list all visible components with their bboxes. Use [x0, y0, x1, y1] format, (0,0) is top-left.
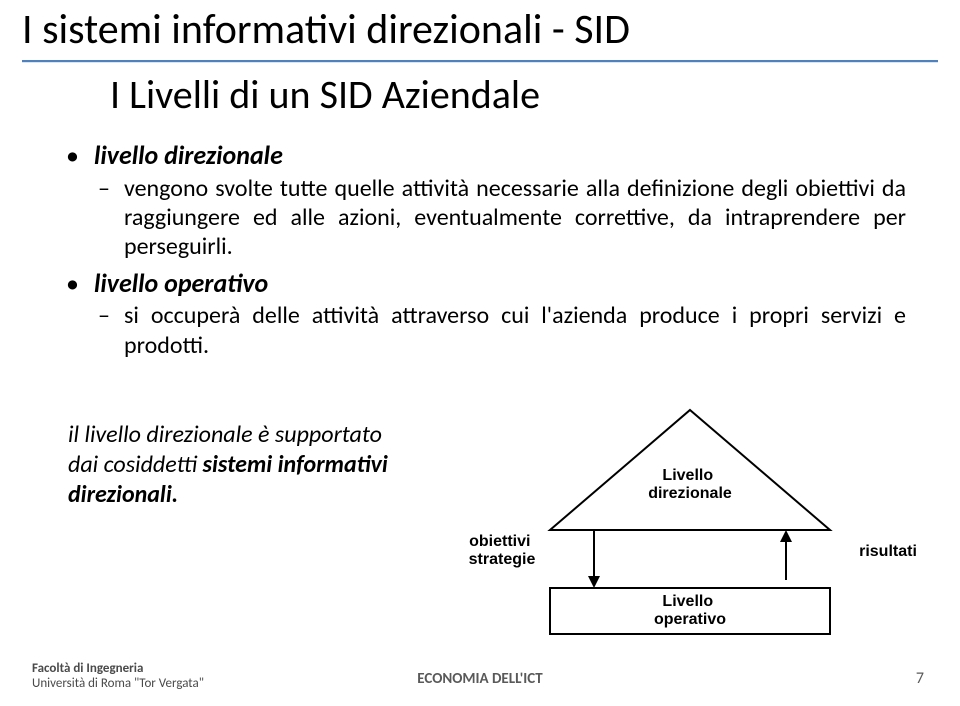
bullet-item: livello direzionale vengono svolte tutte…: [66, 140, 906, 262]
body-content: livello direzionale vengono svolte tutte…: [66, 140, 906, 366]
bullet-sub: vengono svolte tutte quelle attività nec…: [94, 174, 906, 262]
box-label: Livello operativo: [654, 593, 726, 628]
bullet-term: livello direzionale: [94, 139, 283, 171]
arrowhead-down-left: [588, 576, 600, 588]
bullet-item: livello operativo si occuperà delle atti…: [66, 268, 906, 360]
right-label: risultati: [859, 543, 917, 560]
title-underline: [22, 60, 938, 62]
bullet-term: livello operativo: [94, 267, 268, 299]
slide-subtitle: I Livelli di un SID Aziendale: [110, 70, 540, 119]
levels-diagram: Livello direzionale obiettivi strategie …: [440, 400, 940, 640]
left-label: obiettivi strategie: [469, 533, 536, 568]
footer: Facoltà di Ingegneria Università di Roma…: [0, 656, 960, 706]
arrowhead-up-right: [780, 530, 792, 542]
footer-page-number: 7: [916, 669, 924, 688]
triangle-label: Livello direzionale: [648, 467, 732, 502]
footer-course: ECONOMIA DELL'ICT: [0, 670, 960, 688]
bullet-sub: si occuperà delle attività attraverso cu…: [94, 301, 906, 360]
note-box: il livello direzionale è supportato dai …: [68, 420, 398, 510]
slide-title: I sistemi informativi direzionali - SID: [22, 4, 630, 55]
slide: I sistemi informativi direzionali - SID …: [0, 0, 960, 706]
